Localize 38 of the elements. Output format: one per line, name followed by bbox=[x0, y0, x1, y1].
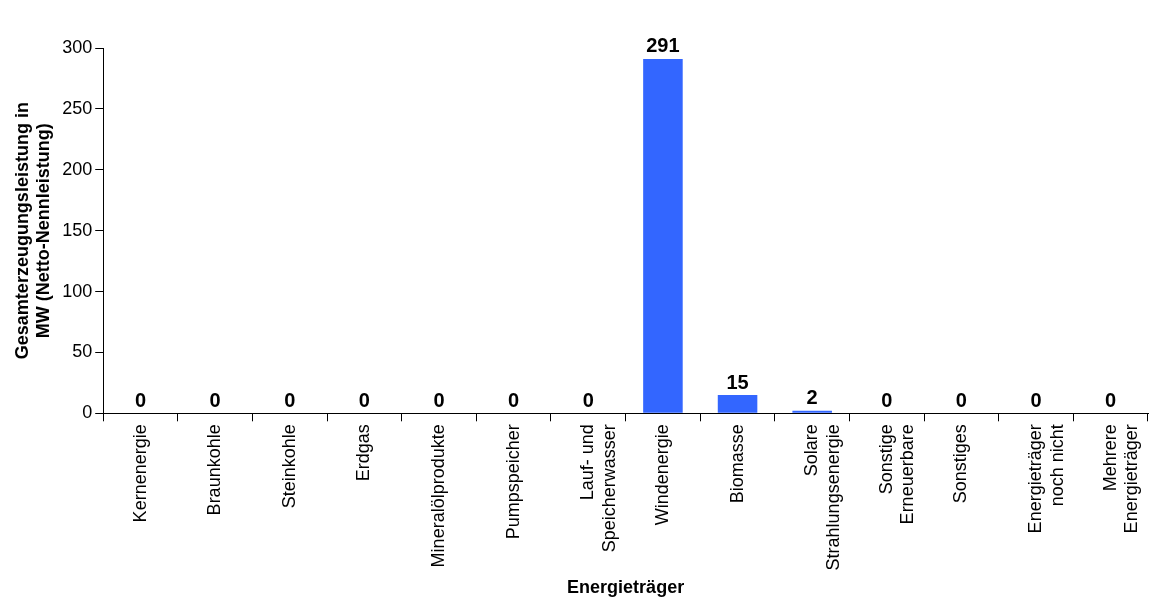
x-tick-label: Pumpspeicher bbox=[502, 424, 523, 540]
x-tick-label: Mineralölprodukte bbox=[428, 424, 449, 568]
data-label: 0 bbox=[134, 388, 147, 411]
data-label: 0 bbox=[508, 388, 520, 411]
data-label: 0 bbox=[209, 388, 221, 411]
y-tick-label: 100 bbox=[62, 280, 93, 301]
x-tick-label: Erdgas bbox=[353, 424, 374, 482]
x-tick-label: Energieträger noch nicht bbox=[1025, 424, 1067, 534]
x-tick-label: Kernenergie bbox=[129, 424, 150, 523]
data-label: 0 bbox=[955, 388, 967, 411]
data-label: 291 bbox=[646, 34, 680, 57]
y-axis-title: Gesamterzeugungsleistung in MW (Netto-Nennleistung) bbox=[11, 102, 54, 360]
data-label: 0 bbox=[358, 388, 370, 411]
x-tick-label: Windenergie bbox=[651, 424, 672, 526]
x-tick-label: Braunkohle bbox=[204, 424, 225, 516]
data-label: 15 bbox=[726, 370, 749, 393]
x-tick-label: Biomasse bbox=[726, 424, 747, 504]
x-tick-label: Sonstiges bbox=[950, 424, 971, 504]
x-tick-label: Sonstige Erneuerbare bbox=[875, 424, 918, 525]
data-label: 0 bbox=[284, 388, 296, 411]
x-tick-label: Steinkohle bbox=[278, 424, 299, 509]
data-label: 0 bbox=[433, 388, 445, 411]
y-tick-label: 200 bbox=[62, 158, 93, 179]
bar bbox=[643, 58, 683, 413]
y-tick-label: 250 bbox=[62, 97, 93, 118]
data-label: 0 bbox=[1030, 388, 1042, 411]
x-tick-label: Solare Strahlungsenergie bbox=[801, 424, 843, 571]
data-label: 2 bbox=[806, 386, 818, 409]
x-tick-label: Lauf- und Speicherwasser bbox=[577, 424, 619, 553]
data-label: 0 bbox=[582, 388, 594, 411]
y-tick-label: 150 bbox=[62, 219, 93, 240]
x-axis-title: Energieträger bbox=[567, 577, 685, 598]
bar bbox=[717, 395, 758, 413]
y-tick-label: 0 bbox=[82, 402, 93, 423]
y-tick-label: 300 bbox=[62, 36, 93, 57]
data-label: 0 bbox=[1105, 388, 1117, 411]
y-tick-label: 50 bbox=[72, 341, 93, 362]
data-label: 0 bbox=[881, 388, 893, 411]
